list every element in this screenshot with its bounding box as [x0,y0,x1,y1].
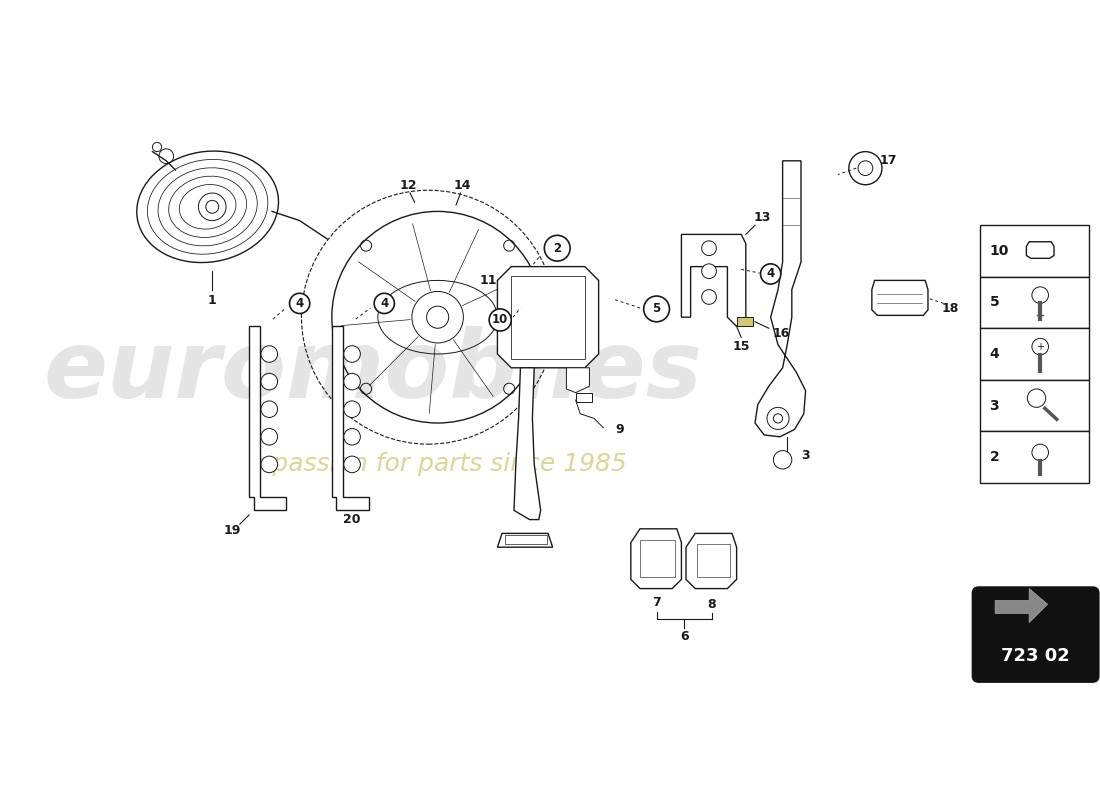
Polygon shape [249,326,286,510]
Text: 4: 4 [767,267,774,281]
Bar [512,276,585,358]
Circle shape [374,294,395,314]
Polygon shape [1026,242,1054,258]
Circle shape [344,401,361,418]
Text: 3: 3 [801,449,810,462]
Bar [980,380,1089,431]
Circle shape [702,241,716,255]
Circle shape [849,152,882,185]
Text: 3: 3 [990,398,999,413]
Circle shape [644,296,670,322]
Text: 19: 19 [223,524,241,537]
Text: 8: 8 [707,598,716,610]
Bar [980,328,1089,380]
Text: euromobiles: euromobiles [44,326,703,418]
Circle shape [1032,338,1048,355]
Text: a passion for parts since 1985: a passion for parts since 1985 [249,452,627,476]
Circle shape [344,346,361,362]
Circle shape [1032,287,1048,303]
Text: 4: 4 [381,297,388,310]
Polygon shape [332,326,368,510]
Text: 5: 5 [652,302,661,315]
Circle shape [858,161,872,175]
Text: 4: 4 [990,347,1000,361]
Circle shape [344,429,361,445]
Polygon shape [996,589,1047,622]
Text: +: + [1036,342,1044,352]
Polygon shape [755,161,805,437]
Circle shape [490,309,512,331]
Circle shape [1032,444,1048,461]
Polygon shape [872,281,928,315]
Text: 13: 13 [754,211,771,224]
FancyBboxPatch shape [974,588,1098,682]
Circle shape [261,374,277,390]
Circle shape [261,456,277,473]
Polygon shape [686,534,737,589]
Circle shape [261,401,277,418]
Text: 15: 15 [733,340,750,353]
Text: 10: 10 [990,244,1009,258]
Circle shape [344,456,361,473]
Text: 20: 20 [343,513,361,526]
Text: 17: 17 [880,154,898,167]
Polygon shape [497,534,552,547]
Circle shape [544,235,570,261]
Text: 10: 10 [492,314,508,326]
Circle shape [702,264,716,278]
Text: 6: 6 [680,630,689,643]
Text: 4: 4 [296,297,304,310]
Text: 18: 18 [942,302,959,314]
Polygon shape [737,318,754,326]
Bar [980,431,1089,482]
Text: 14: 14 [453,179,471,192]
Circle shape [344,374,361,390]
Circle shape [702,290,716,304]
Text: 16: 16 [772,327,790,340]
Text: 2: 2 [990,450,1000,464]
Polygon shape [497,266,598,368]
Text: 12: 12 [399,179,417,192]
Text: 9: 9 [616,423,624,436]
Circle shape [773,450,792,469]
Circle shape [1027,389,1046,407]
Polygon shape [566,368,590,393]
Text: 2: 2 [553,242,561,254]
Text: 5: 5 [990,295,1000,310]
Text: 11: 11 [480,274,497,287]
Text: 7: 7 [652,596,661,609]
Circle shape [289,294,310,314]
Bar [505,535,547,545]
Polygon shape [630,529,681,589]
Bar [980,226,1089,277]
Text: 1: 1 [208,294,217,307]
Text: 723 02: 723 02 [1001,646,1070,665]
Bar [980,277,1089,328]
Polygon shape [514,368,541,519]
Circle shape [261,429,277,445]
Circle shape [261,346,277,362]
Polygon shape [575,393,592,402]
Polygon shape [681,234,746,326]
Circle shape [760,264,781,284]
